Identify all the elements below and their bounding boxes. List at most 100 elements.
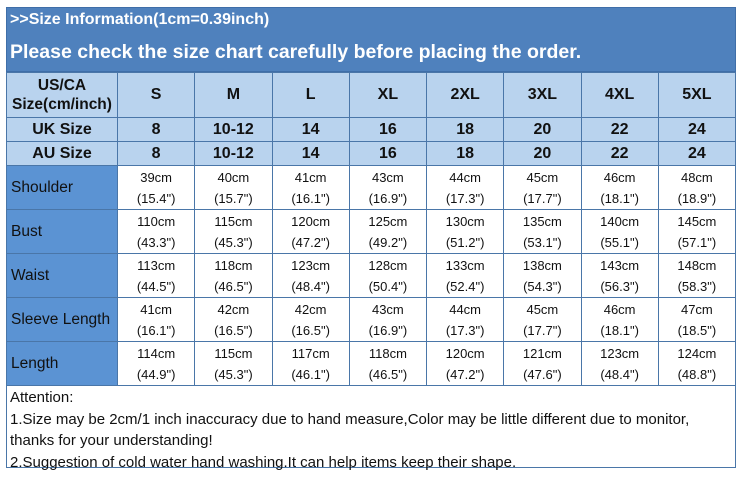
measurement-cell: 118cm (46.5") bbox=[348, 341, 428, 386]
inch-value: (15.4") bbox=[136, 190, 176, 206]
measurement-cell: 115cm (45.3") bbox=[194, 341, 273, 386]
inch-value: (44.5") bbox=[136, 278, 176, 294]
inch-value: (17.3") bbox=[445, 190, 485, 206]
cm-value: 48cm bbox=[680, 169, 713, 185]
size-chart: >>Size Information(1cm=0.39inch) Please … bbox=[6, 7, 737, 471]
size-header-row: US/CA Size(cm/inch) S M L XL 2XL 3XL 4XL 5XL bbox=[6, 72, 737, 118]
size-header: 3XL bbox=[503, 72, 582, 118]
measurement-cell: 46cm (18.1") bbox=[580, 297, 659, 342]
size-value: 8 bbox=[116, 117, 196, 142]
size-value: 18 bbox=[425, 141, 505, 166]
measurement-cell: 41cm (16.1") bbox=[116, 297, 196, 342]
inch-value: (15.7") bbox=[214, 190, 253, 206]
measurement-label: Length bbox=[6, 341, 118, 386]
measurement-cell: 121cm (47.6") bbox=[503, 341, 582, 386]
measurement-cell: 120cm (47.2") bbox=[271, 209, 350, 254]
measurement-cell: 40cm (15.7") bbox=[194, 165, 273, 210]
cm-value: 128cm bbox=[368, 257, 408, 273]
size-header: L bbox=[271, 72, 350, 118]
cm-value: 41cm bbox=[294, 169, 327, 185]
measurement-cell: 124cm (48.8") bbox=[657, 341, 737, 386]
cm-value: 113cm bbox=[137, 257, 176, 273]
measurement-cell: 130cm (51.2") bbox=[425, 209, 505, 254]
measurement-cell: 43cm (16.9") bbox=[348, 297, 428, 342]
cm-value: 120cm bbox=[445, 345, 485, 361]
attention-line-1-cont: thanks for your understanding! bbox=[10, 432, 213, 449]
size-value: 18 bbox=[425, 117, 505, 142]
measurement-cell: 110cm (43.3") bbox=[116, 209, 196, 254]
measurement-cell: 138cm (54.3") bbox=[503, 253, 582, 298]
cm-value: 118cm bbox=[368, 345, 407, 361]
inch-value: (58.3") bbox=[677, 278, 717, 294]
cm-value: 110cm bbox=[137, 213, 176, 229]
cm-value: 45cm bbox=[526, 301, 559, 317]
attention-line-1: 1.Size may be 2cm/1 inch inaccuracy due … bbox=[10, 410, 690, 428]
cm-value: 123cm bbox=[600, 345, 640, 361]
measurement-cell: 133cm (52.4") bbox=[425, 253, 505, 298]
size-value: 20 bbox=[503, 141, 582, 166]
cm-value: 140cm bbox=[600, 213, 640, 229]
measurement-label: Bust bbox=[6, 209, 118, 254]
measurement-cell: 120cm (47.2") bbox=[425, 341, 505, 386]
cm-value: 138cm bbox=[522, 257, 562, 273]
measurement-row: Waist 113cm (44.5") 118cm (46.5") 123cm (48.4"… bbox=[6, 253, 737, 298]
attention-title: Attention: bbox=[10, 389, 74, 406]
size-value: 24 bbox=[657, 117, 737, 142]
size-header: XL bbox=[348, 72, 428, 118]
size-value: 14 bbox=[271, 141, 350, 166]
inch-value: (17.3") bbox=[445, 322, 485, 338]
cm-value: 135cm bbox=[522, 213, 562, 229]
cm-value: 46cm bbox=[603, 301, 636, 317]
cm-value: 44cm bbox=[449, 301, 482, 317]
inch-value: (56.3") bbox=[600, 278, 639, 294]
measurement-cell: 115cm (45.3") bbox=[194, 209, 273, 254]
measurement-cell: 45cm (17.7") bbox=[503, 297, 582, 342]
size-value: 16 bbox=[348, 141, 428, 166]
size-row: UK Size 8 10-12 14 16 18 20 22 24 bbox=[6, 117, 737, 142]
inch-value: (18.5") bbox=[677, 322, 717, 338]
cm-value: 120cm bbox=[291, 213, 331, 229]
inch-value: (47.6") bbox=[523, 366, 562, 382]
size-header: S bbox=[116, 72, 196, 118]
inch-value: (16.9") bbox=[368, 190, 408, 206]
inch-value: (48.8") bbox=[677, 366, 717, 382]
measurement-cell: 41cm (16.1") bbox=[271, 165, 350, 210]
measurement-cell: 118cm (46.5") bbox=[194, 253, 273, 298]
measurement-cell: 39cm (15.4") bbox=[116, 165, 196, 210]
cm-value: 43cm bbox=[371, 169, 404, 185]
cm-value: 125cm bbox=[368, 213, 408, 229]
size-row-label: UK Size bbox=[6, 117, 118, 142]
cm-value: 124cm bbox=[677, 345, 717, 361]
inch-value: (45.3") bbox=[214, 234, 253, 250]
inch-value: (54.3") bbox=[523, 278, 562, 294]
inch-value: (55.1") bbox=[600, 234, 639, 250]
inch-value: (17.7") bbox=[523, 190, 562, 206]
measurement-cell: 123cm (48.4") bbox=[271, 253, 350, 298]
inch-value: (47.2") bbox=[445, 366, 485, 382]
inch-value: (16.5") bbox=[291, 322, 330, 338]
measurement-cell: 42cm (16.5") bbox=[194, 297, 273, 342]
banner-subtitle: Please check the size chart carefully be… bbox=[10, 41, 582, 63]
size-value: 10-12 bbox=[194, 117, 273, 142]
cm-value: 143cm bbox=[600, 257, 640, 273]
size-row: AU Size 8 10-12 14 16 18 20 22 24 bbox=[6, 141, 737, 166]
measurement-label: Waist bbox=[6, 253, 118, 298]
measurement-cell: 45cm (17.7") bbox=[503, 165, 582, 210]
measurement-cell: 117cm (46.1") bbox=[271, 341, 350, 386]
measurement-cell: 125cm (49.2") bbox=[348, 209, 428, 254]
size-row-label: AU Size bbox=[6, 141, 118, 166]
size-value: 14 bbox=[271, 117, 350, 142]
cm-value: 148cm bbox=[677, 257, 717, 273]
size-header: 4XL bbox=[580, 72, 659, 118]
measurement-cell: 128cm (50.4") bbox=[348, 253, 428, 298]
size-value: 24 bbox=[657, 141, 737, 166]
measurement-row: Sleeve Length 41cm (16.1") 42cm (16.5") 42cm (… bbox=[6, 297, 737, 342]
size-value: 22 bbox=[580, 117, 659, 142]
cm-value: 121cm bbox=[522, 345, 562, 361]
cm-value: 47cm bbox=[680, 301, 713, 317]
cm-value: 41cm bbox=[140, 301, 173, 317]
cm-value: 40cm bbox=[217, 169, 250, 185]
cm-value: 130cm bbox=[445, 213, 485, 229]
inch-value: (47.2") bbox=[291, 234, 330, 250]
size-header: 2XL bbox=[425, 72, 505, 118]
